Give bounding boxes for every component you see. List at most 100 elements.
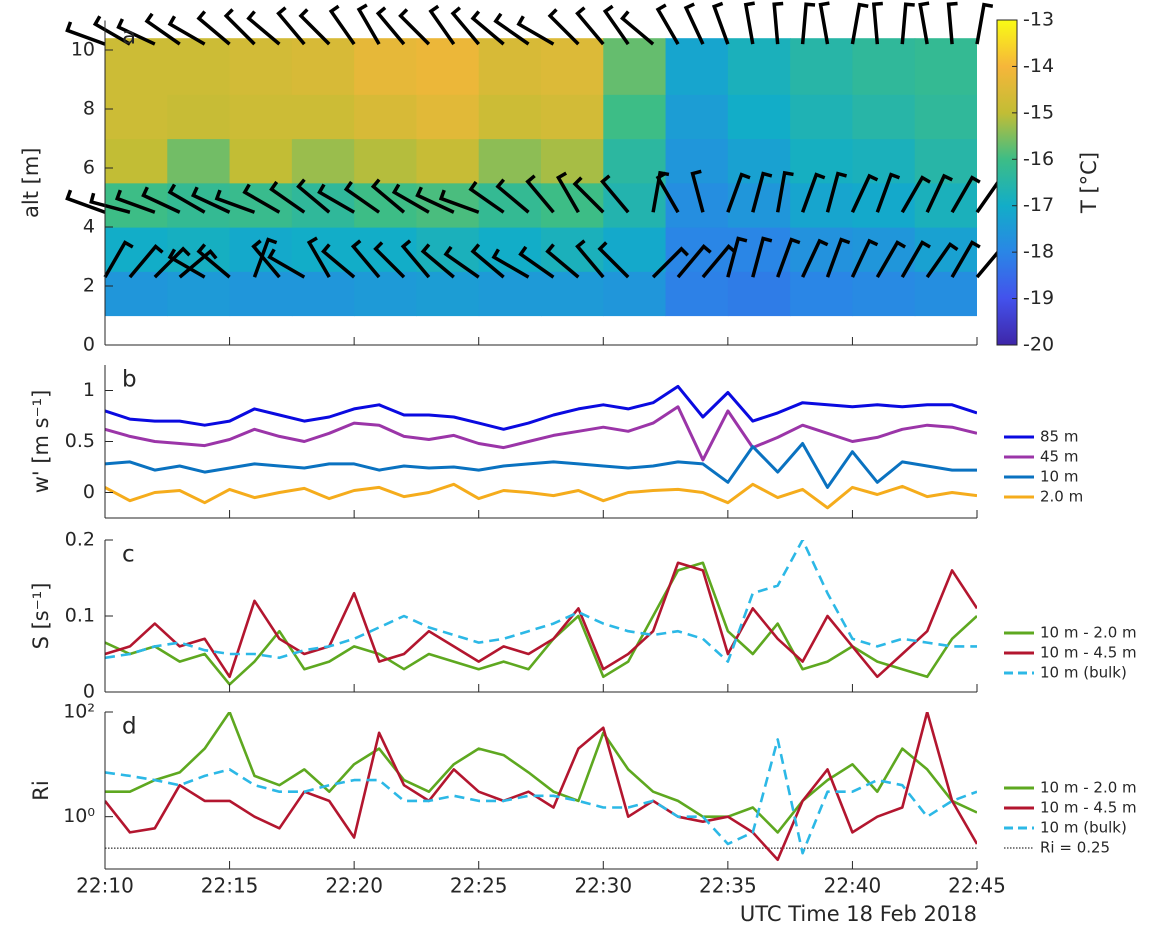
series-line bbox=[105, 561, 977, 686]
wind-barb bbox=[950, 240, 981, 279]
wind-barb bbox=[167, 183, 206, 214]
y-tick-label: 0.1 bbox=[65, 605, 95, 627]
x-tick-label: 22:35 bbox=[699, 874, 757, 898]
wind-barb bbox=[144, 12, 181, 46]
heat-cell bbox=[603, 271, 667, 317]
wind-barb bbox=[620, 10, 655, 46]
wind-barb bbox=[655, 171, 680, 214]
y-tick-label: 10 bbox=[71, 39, 95, 61]
wind-barb bbox=[776, 237, 801, 278]
legend-label: 2.0 m bbox=[1040, 488, 1083, 506]
wind-barb bbox=[428, 4, 456, 46]
wind-barb bbox=[196, 10, 231, 46]
wind-barb bbox=[141, 186, 181, 214]
heat-cell bbox=[105, 38, 168, 95]
wind-barb bbox=[470, 243, 505, 279]
wind-barb bbox=[400, 239, 431, 279]
heat-cell bbox=[603, 227, 667, 272]
wind-barb bbox=[391, 183, 430, 214]
wind-barb bbox=[415, 186, 455, 214]
legend-label: 10 m - 4.5 m bbox=[1040, 644, 1137, 662]
heat-cell bbox=[603, 38, 667, 95]
wind-barb bbox=[950, 175, 981, 214]
wind-barb bbox=[267, 248, 306, 279]
wind-barb bbox=[468, 180, 505, 214]
heat-cell bbox=[665, 38, 729, 95]
y-tick-label: 10² bbox=[63, 701, 95, 723]
wind-barb bbox=[900, 175, 931, 214]
wind-barb bbox=[900, 2, 915, 45]
wind-barb bbox=[495, 178, 530, 214]
wind-barb bbox=[572, 176, 605, 214]
heat-cell bbox=[790, 271, 854, 317]
heat-cell bbox=[852, 94, 916, 140]
heat-cell bbox=[229, 271, 293, 317]
wind-barb bbox=[875, 240, 907, 279]
colorbar-tick-label: -13 bbox=[1023, 9, 1054, 31]
heat-cell bbox=[914, 182, 977, 228]
heat-cell bbox=[852, 271, 916, 317]
wind-barb bbox=[398, 8, 431, 46]
panel-label: b bbox=[122, 367, 137, 393]
heat-cell bbox=[167, 182, 231, 228]
wind-barb bbox=[597, 241, 630, 279]
heat-cell bbox=[167, 38, 231, 95]
wind-barb bbox=[555, 171, 580, 214]
wind-barb bbox=[276, 6, 306, 46]
heat-cell bbox=[727, 271, 791, 317]
legend-label: 10 m (bulk) bbox=[1040, 819, 1127, 837]
colorbar bbox=[996, 19, 1018, 346]
wind-barb bbox=[518, 245, 555, 279]
wind-barb bbox=[251, 239, 281, 279]
colorbar-tick-label: -14 bbox=[1023, 55, 1054, 77]
wind-barb bbox=[690, 169, 705, 213]
wind-barb bbox=[356, 3, 381, 45]
heat-cell bbox=[541, 38, 604, 95]
x-tick-label: 22:20 bbox=[325, 874, 383, 898]
heat-cell bbox=[603, 94, 667, 140]
heat-cell bbox=[665, 138, 729, 184]
heat-cell bbox=[665, 227, 729, 272]
heat-cell bbox=[541, 94, 604, 140]
wind-barb bbox=[946, 1, 958, 45]
series-line bbox=[105, 384, 977, 431]
series-line bbox=[105, 482, 977, 510]
heat-cell bbox=[478, 38, 542, 95]
wind-barb bbox=[321, 243, 356, 279]
x-tick-label: 22:25 bbox=[450, 874, 508, 898]
heat-cell bbox=[790, 182, 854, 228]
heat-cell bbox=[167, 138, 231, 184]
heat-cell bbox=[416, 94, 480, 140]
heat-cell bbox=[727, 138, 791, 184]
legend-label: 10 m - 2.0 m bbox=[1040, 779, 1137, 797]
wind-barb bbox=[491, 248, 530, 279]
heat-cell bbox=[478, 271, 542, 317]
wind-barb bbox=[420, 243, 455, 279]
y-tick-label: 0.5 bbox=[65, 430, 95, 452]
wind-barb bbox=[871, 1, 883, 45]
wind-barb bbox=[370, 178, 406, 214]
wind-barb bbox=[343, 180, 381, 214]
wind-barb bbox=[328, 4, 356, 46]
wind-barb bbox=[900, 240, 931, 279]
heat-cell bbox=[354, 38, 418, 95]
wind-barb bbox=[676, 244, 712, 279]
y-axis-label: Ri bbox=[29, 780, 53, 800]
legend-label: Ri = 0.25 bbox=[1040, 839, 1110, 857]
heat-cell bbox=[105, 94, 168, 140]
x-axis-label: UTC Time 18 Feb 2018 bbox=[740, 902, 977, 926]
y-tick-label: 1 bbox=[83, 379, 95, 401]
wind-barb bbox=[575, 239, 605, 279]
wind-barb bbox=[775, 170, 794, 213]
wind-barb bbox=[493, 12, 530, 46]
wind-barb bbox=[602, 4, 630, 46]
y-axis-label: w' [m s⁻¹] bbox=[29, 390, 53, 494]
legend-label: 10 m (bulk) bbox=[1040, 664, 1127, 682]
heat-cell bbox=[291, 138, 355, 184]
wind-barb bbox=[128, 244, 164, 279]
wind-barb bbox=[726, 236, 748, 278]
wind-barb bbox=[450, 6, 481, 46]
wind-barb bbox=[525, 174, 555, 214]
heat-cell bbox=[291, 94, 355, 140]
wind-barb bbox=[103, 240, 134, 279]
